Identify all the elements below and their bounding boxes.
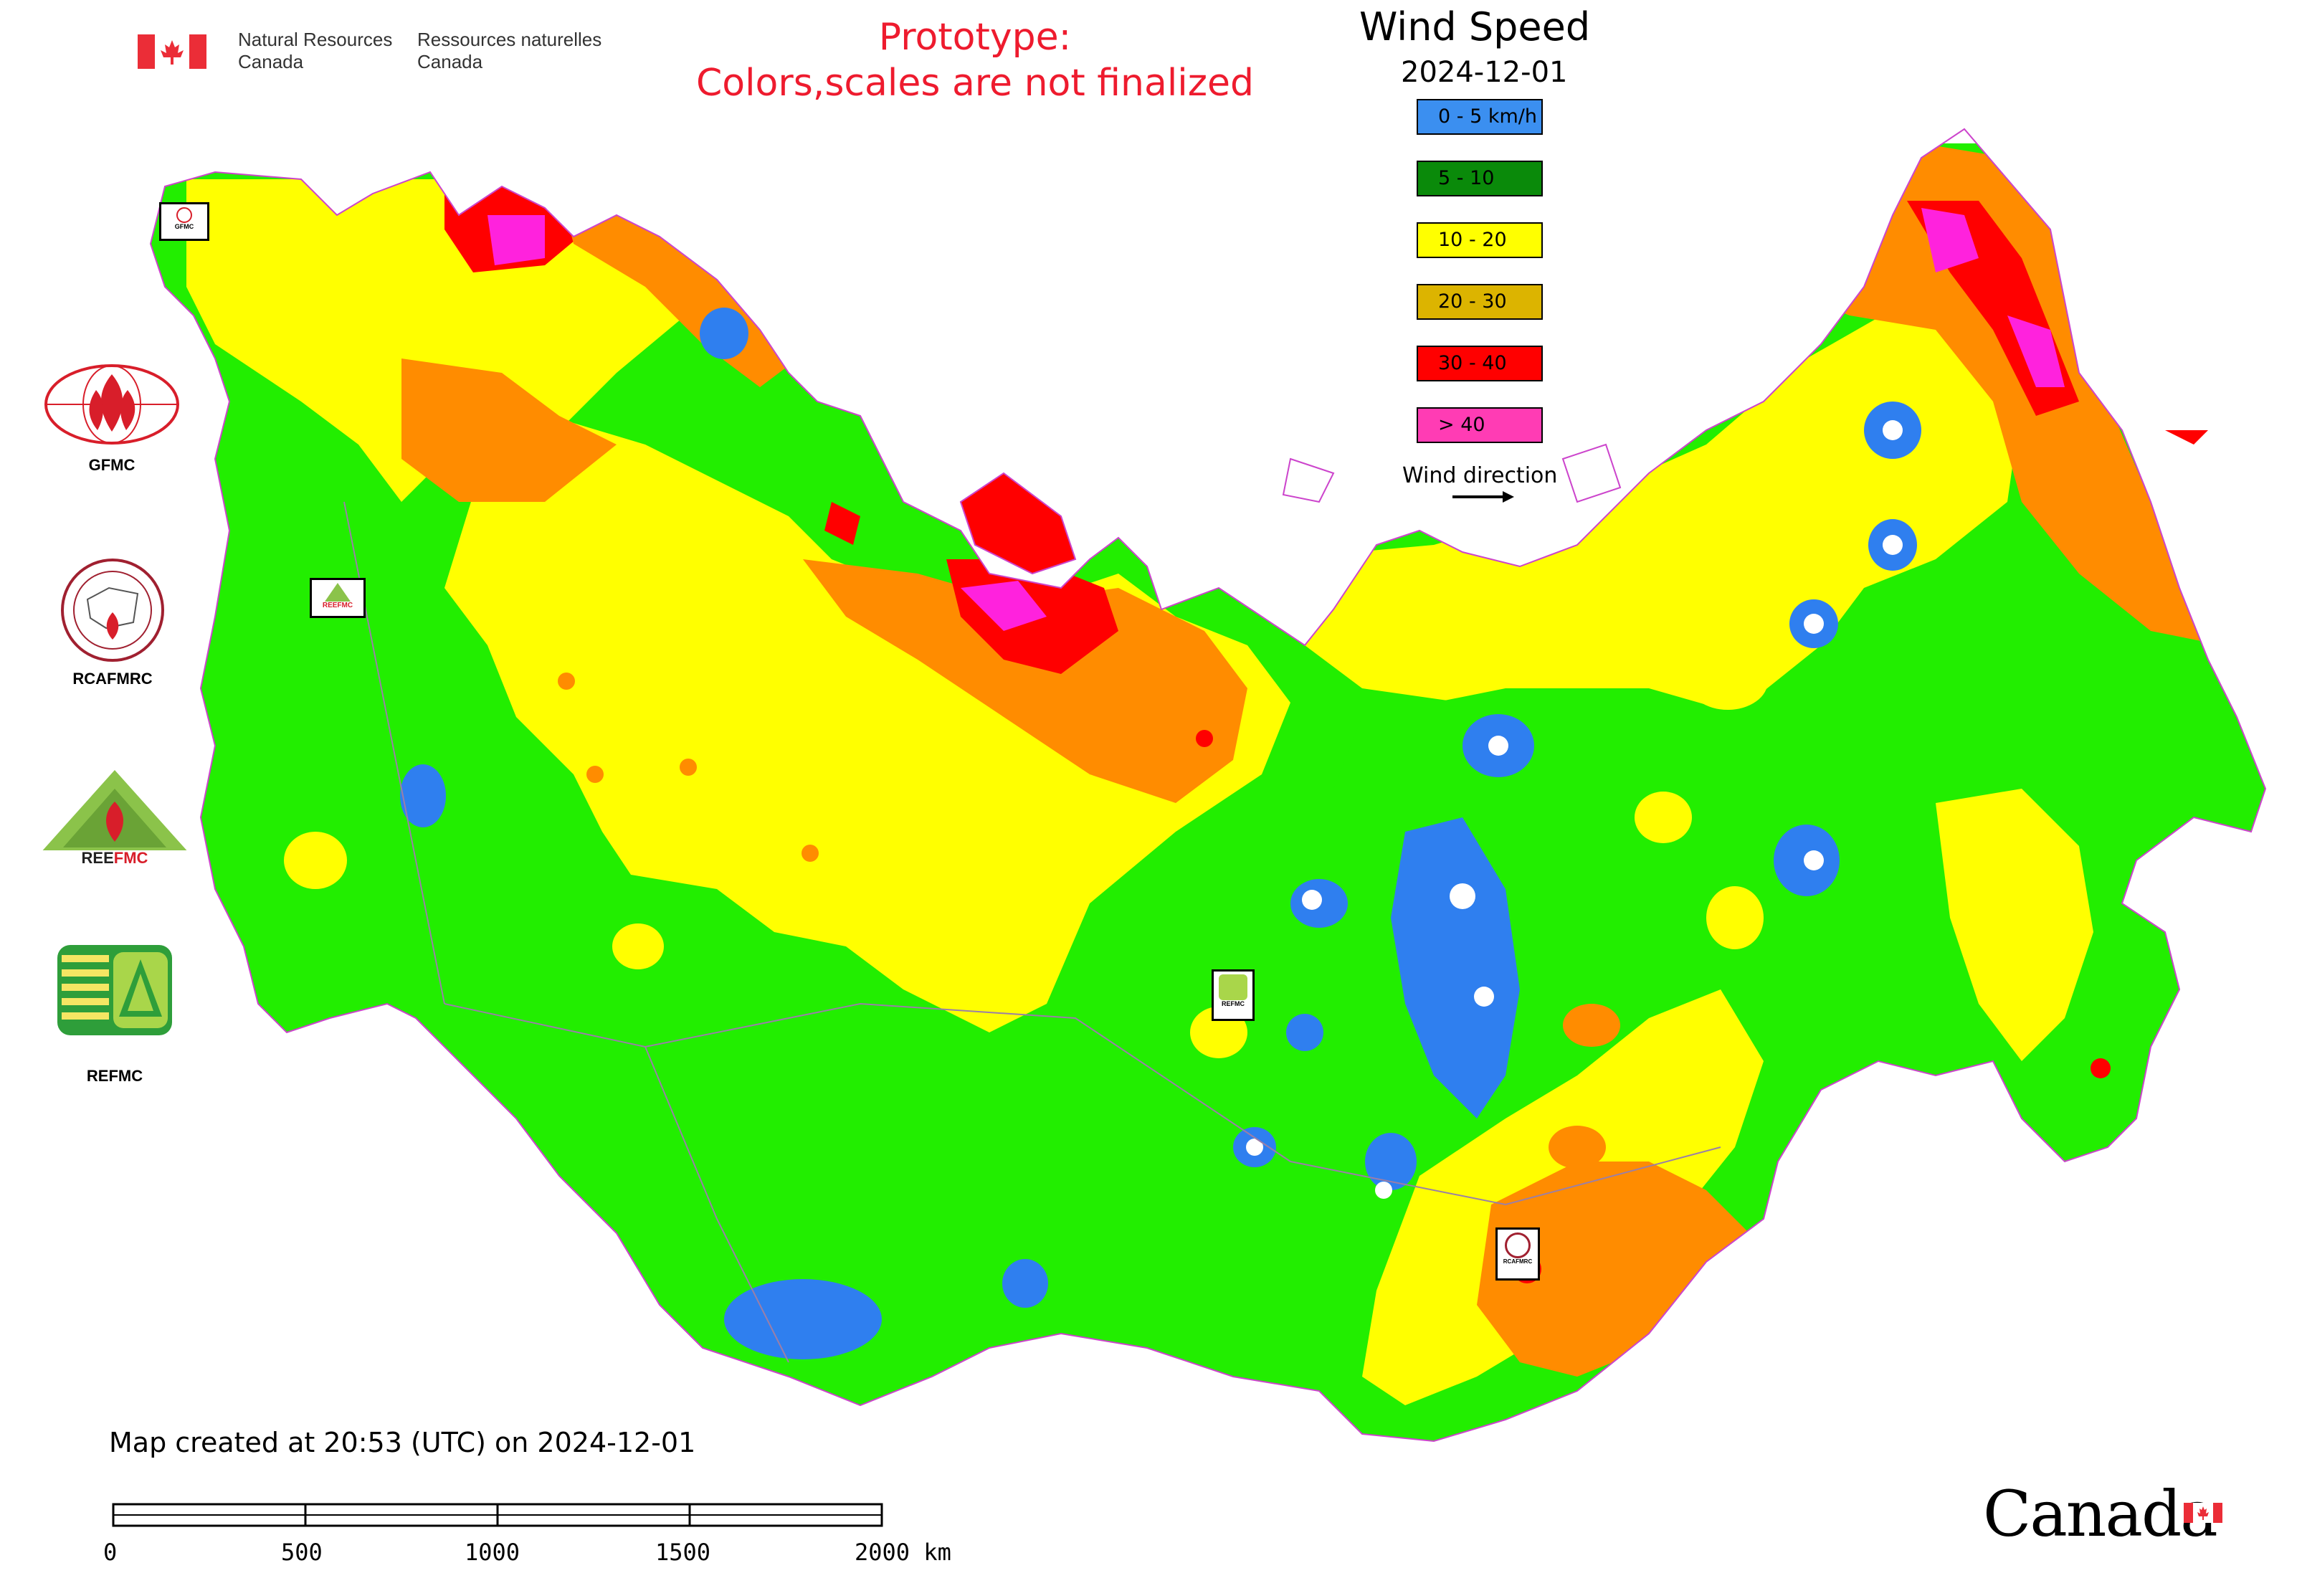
reefmc-logo: REEFMC [37,767,192,868]
refmc-label: REFMC [86,1067,143,1085]
prototype-line2: Colors,scales are not finalized [695,62,1255,105]
legend-label: 0 - 5 km/h [1438,105,1537,128]
gfmc-logo [40,361,184,447]
refmc-logo [57,945,172,1035]
legend-label: 5 - 10 [1438,167,1495,189]
canada-flag-icon [138,34,206,69]
gov-name-english: Natural Resources Canada [238,29,410,73]
gfmc-map-marker: GFMC [159,202,209,241]
rcafmrc-label: RCAFMRC [72,670,153,688]
legend-title: Wind Speed [1359,4,1591,49]
legend-item-10-20: 10 - 20 [1417,222,1543,258]
canada-wordmark-flag-icon [2184,1503,2222,1523]
scale-label-500: 500 [281,1539,323,1566]
map-created-text: Map created at 20:53 (UTC) on 2024-12-01 [109,1427,696,1458]
wind-direction-label: Wind direction [1402,463,1558,488]
legend-label: 30 - 40 [1438,352,1507,374]
gfmc-label: GFMC [88,456,135,474]
legend-label: > 40 [1438,414,1485,436]
refmc-map-marker: REFMC [1212,969,1255,1021]
prototype-line1: Prototype: [878,16,1072,59]
legend-item-0-5: 0 - 5 km/h [1417,99,1543,135]
gov-name-french: Ressources naturelles Canada [417,29,618,73]
legend-item-30-40: 30 - 40 [1417,346,1543,381]
refmc-marker-label: REFMC [1222,1000,1245,1007]
canada-wordmark-text: Canada [1983,1477,2218,1551]
legend-date: 2024-12-01 [1401,56,1568,89]
legend-item-20-30: 20 - 30 [1417,284,1543,320]
prototype-notice: Prototype: Colors,scales are not finaliz… [645,14,1305,106]
legend-label: 10 - 20 [1438,229,1507,251]
gfmc-marker-label: GFMC [174,223,194,230]
reefmc-marker-label: REEFMC [322,602,353,609]
canada-wordmark: Canada [1983,1477,2218,1551]
wind-direction-arrow [1452,491,1514,503]
reefmc-map-marker: REEFMC [310,578,366,618]
scale-label-0: 0 [103,1539,118,1566]
scale-label-1000: 1000 [465,1539,520,1566]
rcafmrc-logo [59,556,166,664]
gov-fr-line1: Ressources naturelles [417,29,602,50]
scale-bar [112,1503,883,1527]
scale-label-1500: 1500 [655,1539,711,1566]
gov-en-line1: Natural Resources [238,29,393,50]
svg-text:REEFMC: REEFMC [82,849,148,867]
legend-item-5-10: 5 - 10 [1417,161,1543,196]
scale-label-2000: 2000 km [855,1539,951,1566]
legend-label: 20 - 30 [1438,290,1507,313]
legend-item-over-40: > 40 [1417,407,1543,443]
rcafmrc-map-marker: RCAFMRC [1495,1227,1540,1281]
rcafmrc-marker-label: RCAFMRC [1503,1258,1533,1265]
gov-fr-line2: Canada [417,51,483,72]
gov-en-line2: Canada [238,51,304,72]
